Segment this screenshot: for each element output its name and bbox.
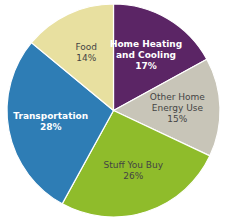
label-line: 17%: [135, 61, 157, 71]
slice: [31, 4, 113, 111]
slice-label: Stuff You Buy26%: [103, 160, 163, 181]
slice-label: Other HomeEnergy Use15%: [150, 92, 205, 124]
label-line: Energy Use: [152, 103, 204, 113]
label-line: and Cooling: [116, 50, 176, 60]
label-line: 15%: [167, 114, 187, 124]
label-line: Transportation: [13, 111, 88, 121]
label-line: Home Heating: [110, 39, 182, 49]
slice-label: Home Heatingand Cooling17%: [110, 39, 182, 71]
label-line: Food: [75, 42, 97, 52]
label-line: Other Home: [150, 92, 205, 102]
slice-label: Food14%: [75, 42, 97, 63]
chart: Home Heatingand Cooling17% Other HomeEner…: [0, 0, 227, 221]
label-line: 26%: [123, 171, 143, 181]
slice-label: Transportation28%: [13, 111, 88, 132]
label-line: 14%: [76, 53, 96, 63]
label-line: 28%: [40, 122, 62, 132]
label-line: Stuff You Buy: [103, 160, 163, 170]
slices: [7, 4, 220, 217]
labels: Home Heatingand Cooling17% Other HomeEner…: [13, 39, 205, 181]
slice: [114, 4, 207, 111]
